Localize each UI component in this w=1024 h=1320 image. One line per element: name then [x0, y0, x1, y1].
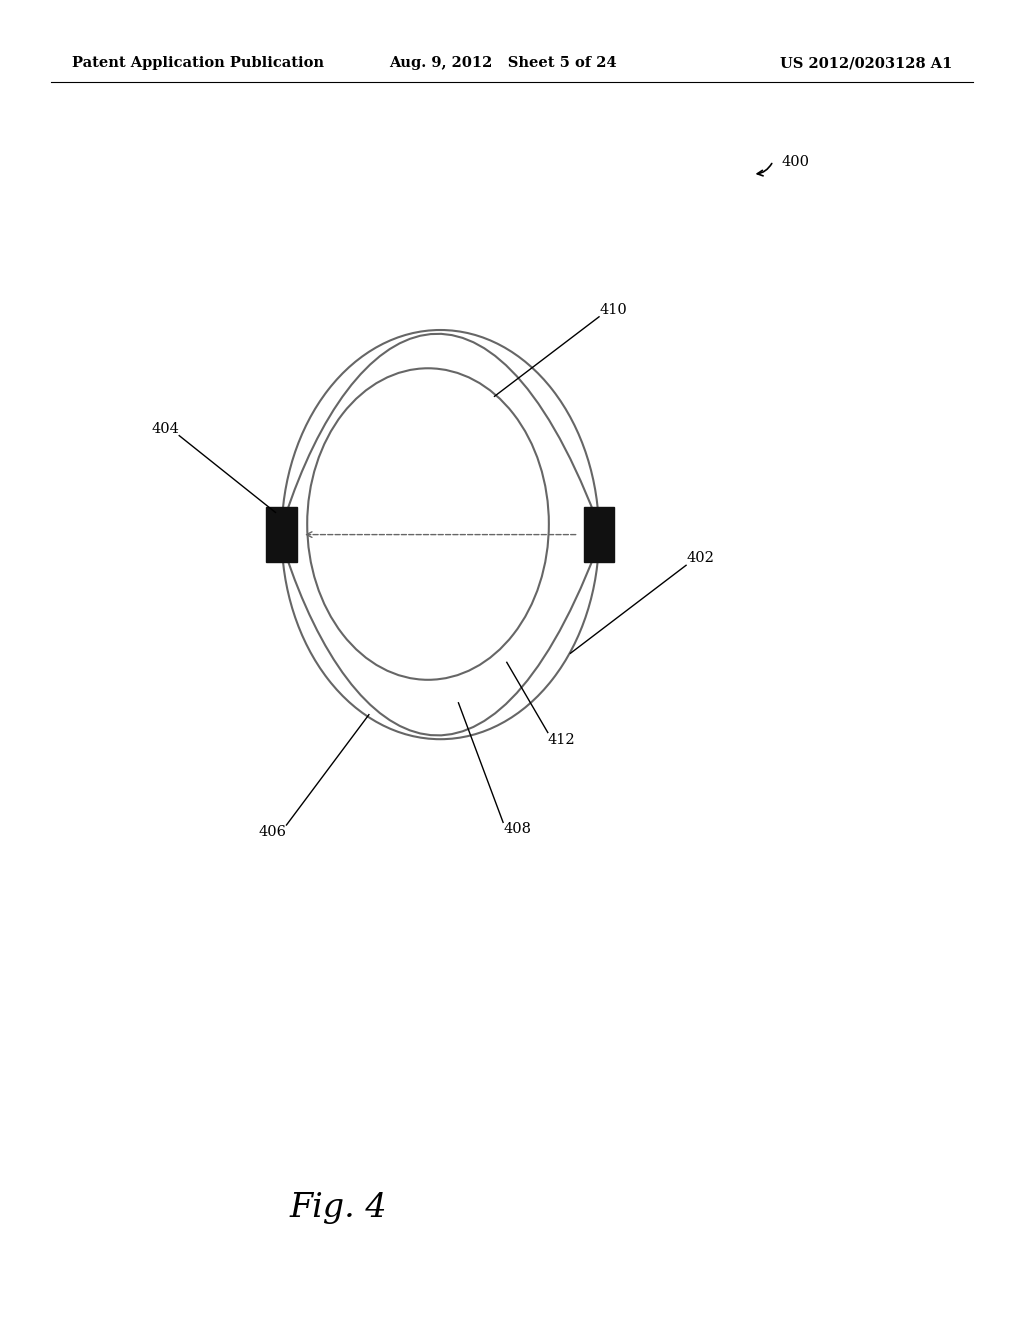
Text: Fig. 4: Fig. 4: [289, 1192, 387, 1224]
Text: 406: 406: [258, 825, 287, 840]
Text: Patent Application Publication: Patent Application Publication: [72, 57, 324, 70]
Text: 408: 408: [503, 822, 531, 837]
Text: 400: 400: [781, 156, 809, 169]
Text: 410: 410: [599, 302, 627, 317]
Text: Aug. 9, 2012   Sheet 5 of 24: Aug. 9, 2012 Sheet 5 of 24: [389, 57, 616, 70]
Bar: [584, 507, 614, 562]
Text: 412: 412: [548, 733, 575, 747]
Text: 402: 402: [686, 552, 714, 565]
Text: 404: 404: [152, 421, 179, 436]
Bar: [266, 507, 297, 562]
Text: US 2012/0203128 A1: US 2012/0203128 A1: [780, 57, 952, 70]
